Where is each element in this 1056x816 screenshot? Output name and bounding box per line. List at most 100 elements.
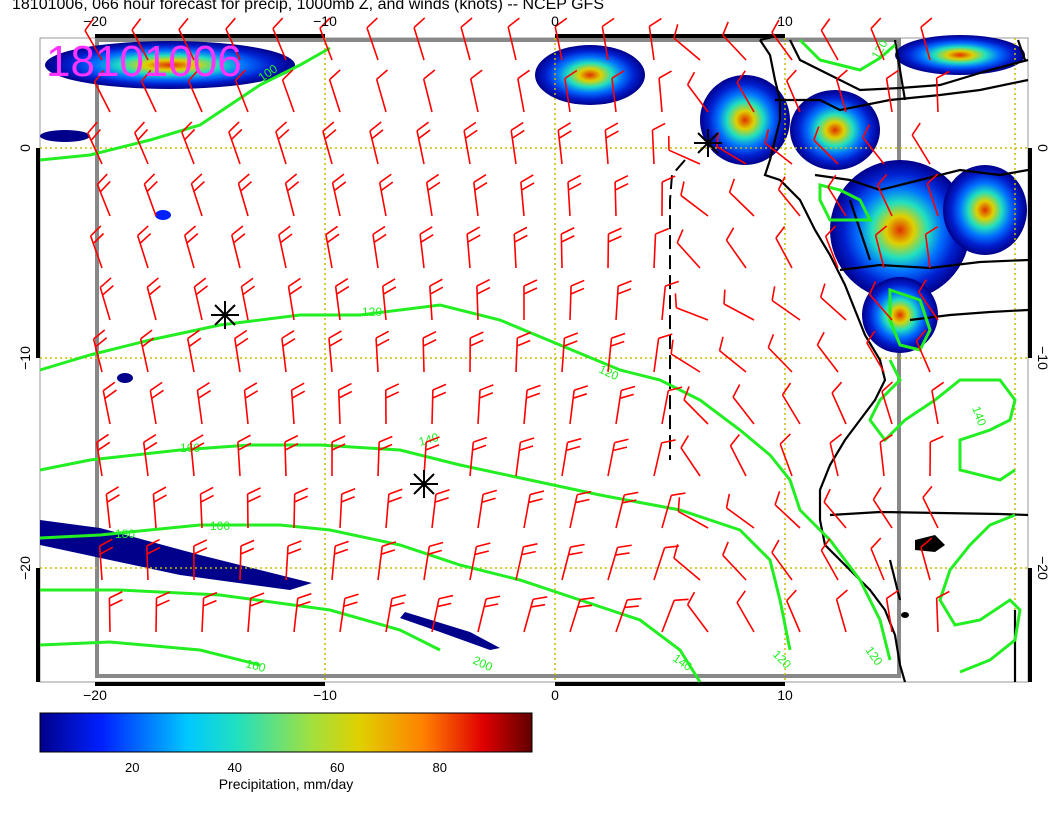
- wind-barb: [239, 539, 255, 581]
- wind-barb: [366, 17, 379, 61]
- wind-barb: [143, 173, 158, 217]
- wind-barb: [911, 122, 931, 165]
- top-tick-label: 10: [777, 13, 793, 29]
- wind-barb: [375, 330, 390, 373]
- colorbar-tick-label: 40: [228, 760, 242, 775]
- wind-barb: [234, 69, 249, 113]
- wind-barb: [385, 488, 403, 529]
- wind-barb: [230, 225, 246, 269]
- wind-barb: [561, 437, 582, 477]
- asterisk-marker: [410, 470, 438, 498]
- wind-barb: [601, 17, 615, 61]
- wind-barb: [201, 591, 218, 633]
- colorbar: [39, 712, 533, 753]
- bottom-tick-label: 10: [777, 687, 793, 703]
- wind-barb: [515, 331, 531, 373]
- wind-barb: [183, 225, 199, 269]
- wind-barb: [935, 70, 950, 113]
- wind-barb: [554, 17, 568, 61]
- colorbar-tick-label: 60: [330, 760, 344, 775]
- wind-barb: [89, 225, 105, 269]
- right-tick-label: −20: [1035, 556, 1051, 580]
- wind-barb: [725, 493, 755, 529]
- wind-barb: [686, 71, 709, 113]
- wind-barb: [339, 487, 356, 529]
- wind-barb: [96, 173, 111, 217]
- wind-barb: [829, 433, 842, 477]
- wind-barb: [874, 225, 888, 269]
- precip-blob: [862, 277, 938, 353]
- wind-barb: [607, 332, 626, 373]
- wind-barb: [234, 329, 249, 373]
- wind-barb: [331, 435, 346, 477]
- wind-barb: [653, 439, 676, 477]
- bottom-tick-label: −20: [83, 687, 107, 703]
- wind-barb: [611, 70, 625, 113]
- wind-barb: [275, 121, 290, 165]
- wind-barb: [725, 227, 747, 269]
- wind-barb: [670, 339, 701, 373]
- wind-barb: [686, 591, 709, 633]
- wind-barb: [736, 70, 755, 113]
- wind-barb: [879, 434, 893, 477]
- wind-barb: [918, 279, 939, 321]
- wind-barb: [604, 122, 619, 165]
- wind-barb: [653, 545, 679, 581]
- wind-barb: [331, 540, 349, 581]
- wind-barb: [272, 17, 287, 61]
- wind-barb: [560, 227, 575, 269]
- wind-barb: [105, 486, 120, 529]
- wind-barb: [661, 280, 680, 321]
- precip-blob: [700, 75, 790, 165]
- wind-barb: [193, 277, 209, 321]
- wind-barb: [920, 537, 933, 581]
- wind-barb: [473, 174, 488, 217]
- wind-barb: [561, 332, 579, 373]
- wind-barb: [931, 381, 945, 425]
- wind-barb: [425, 173, 441, 217]
- wind-barb: [228, 121, 243, 165]
- top-tick-label: 0: [551, 13, 559, 29]
- colorbar-ticks: 20 40 60 80: [125, 760, 447, 775]
- wind-barb: [84, 18, 103, 61]
- wind-barb: [193, 539, 208, 581]
- wind-barb: [136, 225, 152, 269]
- left-tick-label: 0: [17, 144, 33, 152]
- wind-barb: [178, 17, 195, 61]
- wind-barb: [673, 544, 701, 581]
- wind-barb: [328, 69, 341, 113]
- wind-barb: [196, 381, 212, 425]
- wind-barb: [284, 434, 299, 477]
- bottom-tick-label: 0: [551, 687, 559, 703]
- wind-barb: [285, 540, 302, 581]
- wind-barb: [680, 435, 701, 477]
- wind-barb: [774, 490, 801, 529]
- wind-barb: [831, 381, 847, 425]
- wind-barb: [463, 121, 478, 165]
- wind-barb: [413, 17, 426, 61]
- wind-barb: [569, 490, 592, 529]
- wind-barb: [510, 121, 525, 165]
- island: [901, 612, 909, 618]
- wind-barb: [779, 433, 793, 477]
- wind-barb: [152, 486, 167, 529]
- precip-blob: [535, 45, 645, 105]
- wind-barb: [926, 173, 939, 217]
- wind-barb: [648, 17, 662, 61]
- wind-barb: [422, 69, 436, 113]
- wind-barb: [781, 382, 801, 425]
- wind-barb: [885, 589, 899, 633]
- wind-barb: [187, 69, 203, 113]
- wind-barb: [322, 121, 337, 165]
- storm-markers: [211, 129, 722, 498]
- contour-label: 200: [471, 653, 495, 674]
- island: [915, 535, 945, 552]
- wind-barb: [876, 173, 893, 217]
- wind-barb: [108, 591, 123, 633]
- wind-barb: [881, 381, 894, 425]
- wind-barb: [281, 330, 296, 373]
- wind-barb: [615, 491, 639, 529]
- wind-barb: [723, 289, 755, 321]
- top-tick-label: −20: [83, 13, 107, 29]
- wind-barb: [513, 226, 528, 269]
